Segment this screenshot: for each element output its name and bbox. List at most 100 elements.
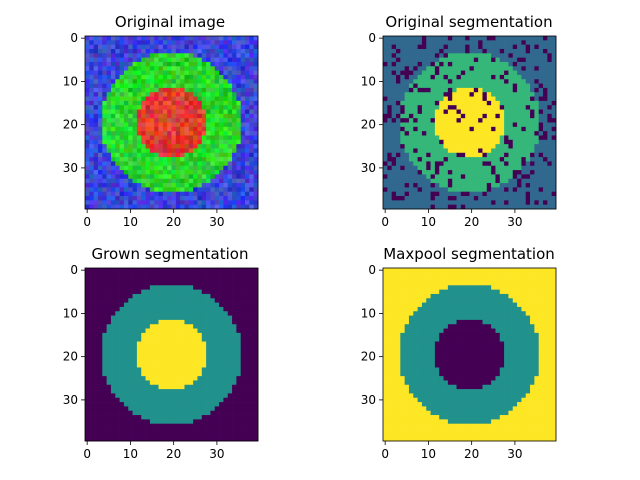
heatmap-cell (491, 148, 496, 154)
heatmap-cell (167, 328, 172, 334)
heatmap-cell (167, 48, 172, 54)
heatmap-cell (249, 200, 255, 206)
heatmap-cell (219, 384, 224, 390)
heatmap-cell (158, 376, 164, 381)
heatmap-cell (245, 324, 250, 329)
heatmap-cell (456, 183, 462, 188)
heatmap-cell (491, 109, 496, 115)
heatmap-cell (395, 272, 401, 277)
heatmap-cell (184, 131, 190, 136)
heatmap-cell (404, 109, 410, 115)
heatmap-cell (123, 105, 129, 110)
heatmap-cell (85, 36, 90, 41)
heatmap-cell (223, 415, 229, 420)
heatmap-cell (499, 96, 505, 102)
heatmap-cell (106, 406, 112, 412)
heatmap-cell (210, 48, 216, 54)
heatmap-cell (227, 139, 233, 145)
heatmap-cell (97, 354, 103, 360)
heatmap-cell (395, 280, 401, 286)
heatmap-cell (447, 100, 453, 106)
heatmap-cell (491, 161, 496, 167)
heatmap-cell (387, 204, 392, 210)
heatmap-cell (85, 306, 90, 312)
heatmap-cell (240, 419, 246, 425)
heatmap-cell (93, 57, 99, 63)
heatmap-cell (530, 161, 535, 167)
heatmap-cell (223, 100, 229, 106)
heatmap-cell (543, 74, 548, 80)
heatmap-cell (119, 419, 125, 425)
heatmap-cell (184, 367, 190, 373)
heatmap-cell (123, 135, 129, 141)
heatmap-cell (188, 105, 194, 110)
heatmap-cell (521, 53, 527, 58)
heatmap-cell (141, 118, 146, 123)
heatmap-cell (387, 170, 392, 175)
heatmap-cell (119, 268, 125, 273)
heatmap-cell (504, 118, 509, 123)
heatmap-cell (145, 311, 151, 316)
heatmap-cell (499, 131, 505, 136)
heatmap-cell (219, 380, 224, 386)
heatmap-cell (232, 118, 237, 123)
heatmap-cell (136, 200, 142, 206)
heatmap-cell (447, 268, 453, 273)
heatmap-cell (538, 276, 544, 282)
heatmap-cell (149, 178, 155, 184)
heatmap-cell (201, 363, 207, 368)
heatmap-cell (223, 83, 229, 89)
heatmap-cell (439, 178, 444, 184)
heatmap-cell (227, 135, 233, 141)
heatmap-cell (249, 393, 255, 399)
heatmap-cell (119, 406, 125, 412)
heatmap-cell (232, 354, 237, 360)
heatmap-cell (106, 87, 112, 93)
heatmap-cell (547, 87, 553, 93)
heatmap-cell (115, 109, 120, 115)
heatmap-cell (89, 165, 94, 171)
heatmap-cell (413, 183, 418, 188)
heatmap-cell (136, 144, 142, 149)
heatmap-cell (219, 350, 224, 355)
heatmap-cell (132, 319, 138, 325)
heatmap-cell (443, 83, 449, 89)
heatmap-cell (383, 70, 388, 76)
heatmap-cell (201, 122, 207, 128)
heatmap-cell (249, 204, 255, 210)
heatmap-cell (128, 204, 133, 210)
heatmap-cell (227, 53, 233, 58)
heatmap-cell (214, 53, 220, 58)
heatmap-cell (495, 44, 501, 50)
heatmap-cell (504, 131, 509, 136)
heatmap-cell (439, 57, 444, 63)
heatmap-cell (141, 415, 146, 420)
heatmap-cell (180, 397, 185, 403)
heatmap-cell (123, 126, 129, 132)
heatmap-cell (408, 161, 414, 167)
heatmap-cell (223, 53, 229, 58)
heatmap-cell (171, 419, 177, 425)
heatmap-cell (188, 170, 194, 175)
heatmap-cell (115, 428, 120, 433)
heatmap-cell (426, 280, 431, 286)
heatmap-cell (551, 131, 557, 136)
heatmap-cell (447, 200, 453, 206)
heatmap-cell (491, 105, 496, 110)
heatmap-cell (430, 48, 436, 54)
heatmap-cell (240, 165, 246, 171)
heatmap-cell (132, 196, 138, 201)
heatmap-cell (452, 204, 457, 210)
heatmap-cell (214, 376, 220, 381)
heatmap-cell (426, 272, 431, 277)
heatmap-cell (149, 397, 155, 403)
heatmap-cell (236, 70, 242, 76)
heatmap-cell (404, 174, 410, 180)
heatmap-cell (93, 363, 99, 368)
heatmap-cell (106, 289, 112, 295)
heatmap-cell (93, 87, 99, 93)
heatmap-cell (89, 306, 94, 312)
heatmap-cell (426, 139, 431, 145)
heatmap-cell (219, 376, 224, 381)
heatmap-cell (85, 363, 90, 368)
